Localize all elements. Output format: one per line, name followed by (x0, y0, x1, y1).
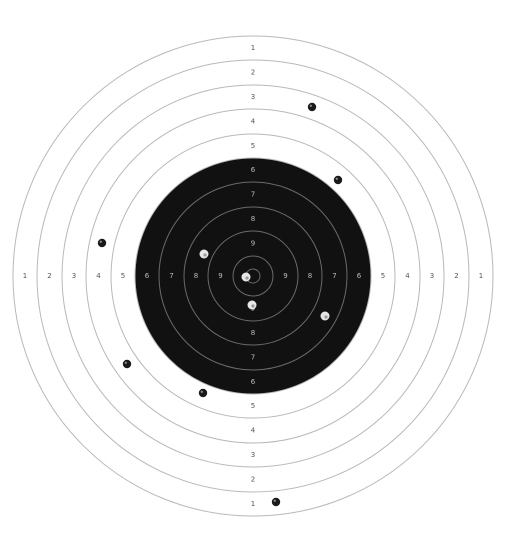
ring-label-3-bottom: 3 (251, 451, 255, 459)
ring-label-9-top: 9 (251, 240, 255, 248)
bullet-hole (199, 249, 209, 259)
bullet-hole (271, 497, 281, 507)
ring-9 (207, 230, 299, 322)
ring-label-4-bottom: 4 (251, 427, 256, 435)
ring-label-2-right: 2 (454, 272, 458, 280)
bullet-hole (198, 388, 208, 398)
bullet-hole (97, 238, 107, 248)
bullet-hole (320, 311, 330, 321)
ring-label-5-top: 5 (251, 142, 255, 150)
ring-label-4-left: 4 (96, 272, 101, 280)
ring-7 (158, 181, 348, 371)
ring-label-9-right: 9 (283, 272, 287, 280)
ring-label-7-left: 7 (169, 272, 173, 280)
ring-label-8-top: 8 (251, 215, 255, 223)
ring-label-5-bottom: 5 (251, 402, 255, 410)
ring-label-3-left: 3 (72, 272, 76, 280)
bullet-hole (247, 300, 257, 310)
ring-label-2-top: 2 (251, 69, 255, 77)
bullet-hole (333, 175, 343, 185)
ring-label-8-right: 8 (308, 272, 312, 280)
ring-label-7-right: 7 (332, 272, 336, 280)
ring-3 (61, 84, 445, 468)
ring-2 (36, 59, 470, 493)
ring-4 (85, 108, 421, 444)
target-rings (12, 35, 494, 517)
ring-6 (134, 157, 372, 395)
bullet-hole (122, 359, 132, 369)
ring-label-1-right: 1 (479, 272, 483, 280)
ring-10 (232, 255, 274, 297)
ring-label-7-bottom: 7 (251, 354, 255, 362)
ring-label-3-right: 3 (430, 272, 434, 280)
ring-label-6-left: 6 (145, 272, 150, 280)
ring-label-1-top: 1 (251, 44, 255, 52)
ring-label-1-bottom: 1 (251, 500, 255, 508)
ring-5 (110, 133, 396, 419)
ring-label-6-top: 6 (251, 166, 256, 174)
ring-label-2-bottom: 2 (251, 476, 255, 484)
ring-label-6-right: 6 (357, 272, 362, 280)
ring-label-4-right: 4 (405, 272, 410, 280)
ring-label-5-right: 5 (381, 272, 385, 280)
ring-label-6-bottom: 6 (251, 378, 256, 386)
ring-label-3-top: 3 (251, 93, 255, 101)
bullet-holes (97, 102, 343, 507)
ring-label-1-left: 1 (23, 272, 27, 280)
black-aiming-zone (135, 158, 371, 394)
ring-label-7-top: 7 (251, 191, 255, 199)
ring-label-2-left: 2 (47, 272, 51, 280)
ring-label-5-left: 5 (121, 272, 125, 280)
ring-label-8-left: 8 (194, 272, 198, 280)
bullet-hole (307, 102, 317, 112)
bullet-hole (241, 272, 251, 282)
ring-8 (183, 206, 323, 346)
ring-label-8-bottom: 8 (251, 329, 255, 337)
ring-label-4-top: 4 (251, 118, 256, 126)
ring-label-9-left: 9 (218, 272, 222, 280)
ring-1 (12, 35, 494, 517)
